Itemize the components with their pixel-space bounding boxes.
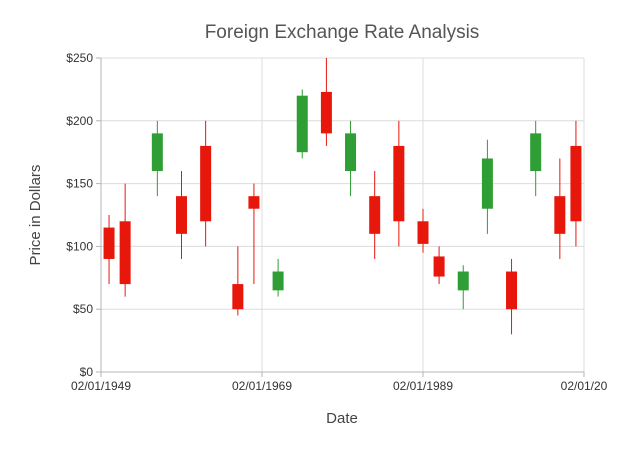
candle	[457, 265, 469, 310]
chart-title: Foreign Exchange Rate Analysis	[205, 22, 480, 43]
candle-body	[345, 133, 357, 172]
candle	[554, 158, 566, 259]
candle	[232, 246, 244, 316]
x-tick-label: 02/01/1989	[393, 379, 453, 393]
candle	[175, 171, 187, 259]
y-axis-title: Price in Dollars	[27, 165, 44, 266]
candle-body	[119, 221, 131, 285]
candle	[393, 120, 405, 247]
candle-body	[296, 95, 308, 153]
candle-body	[232, 284, 244, 310]
x-tick-label: 02/01/20	[561, 379, 608, 393]
candle	[369, 171, 381, 259]
y-tick-label: $0	[80, 365, 94, 379]
candle-body	[417, 221, 429, 244]
candle	[320, 58, 332, 146]
candle-body	[506, 271, 518, 310]
candle-body	[272, 271, 284, 291]
candle	[119, 183, 131, 297]
y-tick-label: $150	[66, 177, 93, 191]
y-tick-label: $200	[66, 114, 93, 128]
y-tick-label: $250	[66, 51, 93, 65]
candle	[345, 120, 357, 197]
candle-body	[393, 145, 405, 222]
candle-body	[433, 256, 445, 277]
candle	[433, 246, 445, 285]
candle-body	[175, 196, 187, 234]
candle-body	[103, 227, 115, 259]
candle-body	[320, 91, 332, 134]
y-tick-label: $100	[66, 239, 93, 253]
x-axis-title: Date	[326, 410, 358, 427]
candle	[200, 120, 212, 247]
candle	[530, 120, 542, 197]
candle-body	[151, 133, 163, 172]
candle-body	[200, 145, 212, 222]
candle-body	[570, 145, 582, 222]
candle	[103, 215, 115, 285]
candle	[506, 258, 518, 335]
candle	[417, 208, 429, 253]
candles	[103, 58, 582, 335]
candle-body	[248, 196, 260, 209]
candle	[570, 120, 582, 247]
y-tick-label: $50	[73, 302, 93, 316]
candle-body	[530, 133, 542, 172]
candle	[481, 139, 493, 234]
candle	[151, 120, 163, 197]
candle-body	[369, 196, 381, 234]
y-axis-tick-labels: $0 $50 $100 $150 $200 $250	[66, 51, 93, 379]
candle	[272, 258, 284, 297]
x-tick-label: 02/01/1949	[71, 379, 131, 393]
candle	[296, 89, 308, 159]
axes	[96, 57, 585, 377]
x-tick-label: 02/01/1969	[232, 379, 292, 393]
x-axis-tick-labels: 02/01/1949 02/01/1969 02/01/1989 02/01/20	[71, 379, 608, 393]
candle-body	[554, 196, 566, 234]
candle-body	[457, 271, 469, 291]
candle	[248, 183, 260, 285]
candle-body	[481, 158, 493, 209]
